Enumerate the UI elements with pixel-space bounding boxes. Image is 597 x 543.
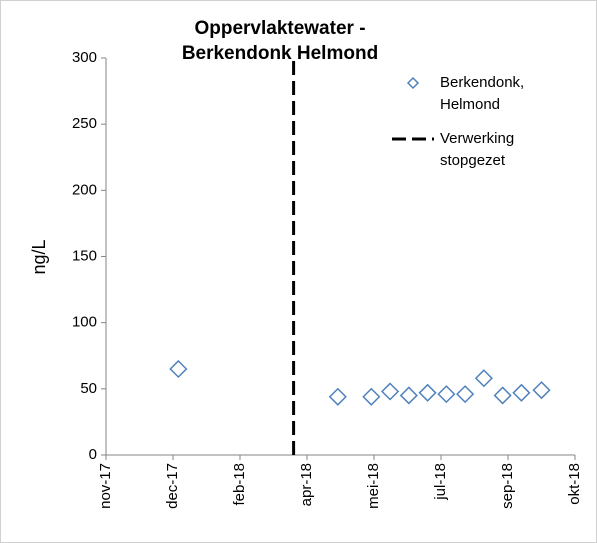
- x-tick-label: feb-18: [231, 463, 248, 506]
- point: [399, 386, 418, 405]
- y-tick-label: 150: [72, 247, 97, 264]
- y-tick-label: 100: [72, 314, 97, 331]
- point: [169, 359, 188, 379]
- x-tick-label: nov-17: [97, 463, 114, 509]
- x-tick-label: okt-18: [566, 463, 583, 505]
- y-tick-label: 300: [72, 49, 97, 66]
- point: [474, 369, 493, 388]
- x-tick-label: mei-18: [365, 463, 382, 509]
- point: [362, 387, 381, 406]
- legend-label: Berkendonk, Helmond: [440, 74, 525, 113]
- y-tick-label: 50: [80, 380, 97, 397]
- point: [532, 381, 551, 400]
- point: [512, 383, 531, 402]
- point: [456, 385, 475, 404]
- legend-key: [406, 76, 420, 90]
- y-tick-label: 250: [72, 115, 97, 132]
- point: [418, 383, 437, 402]
- point: [493, 386, 512, 405]
- x-tick-label: sep-18: [499, 463, 516, 509]
- y-axis-label: ng/L: [29, 239, 49, 274]
- x-tick-label: apr-18: [298, 463, 315, 506]
- x-tick-label: jul-18: [432, 463, 449, 501]
- legend-label: Verwerking stopgezet: [440, 130, 515, 169]
- point: [437, 385, 456, 404]
- y-tick-label: 0: [89, 446, 97, 463]
- chart-title: Oppervlaktewater - Berkendonk Helmond: [181, 18, 379, 64]
- point: [381, 382, 400, 401]
- y-tick-label: 200: [72, 181, 97, 198]
- x-tick-label: dec-17: [164, 463, 181, 509]
- point: [328, 387, 347, 406]
